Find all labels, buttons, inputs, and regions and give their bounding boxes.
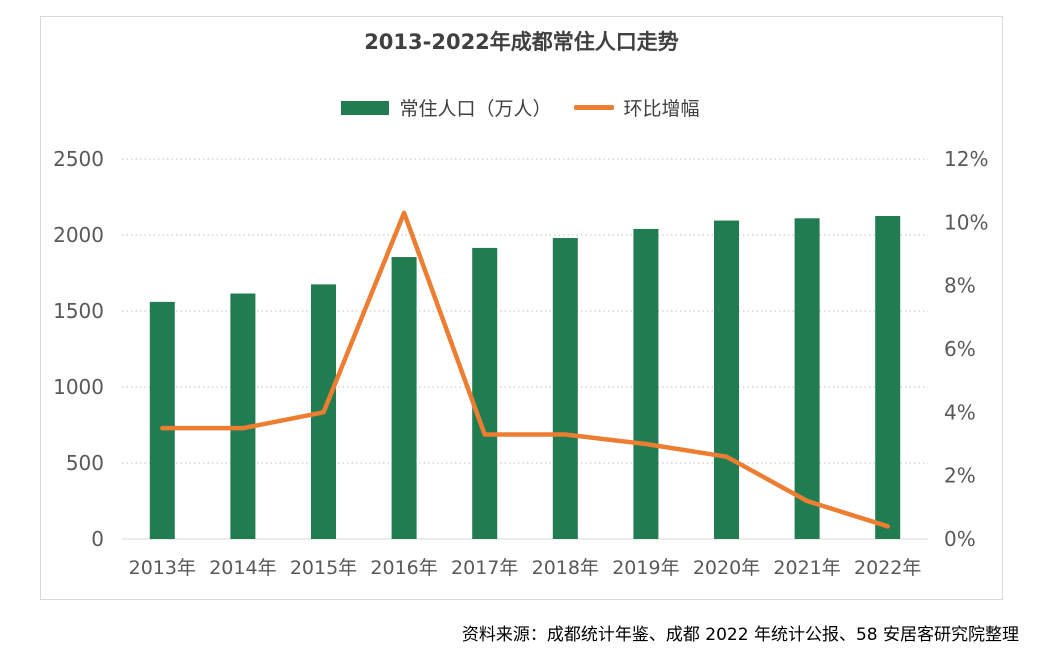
x-tick-label: 2014年 — [209, 557, 276, 579]
x-tick-label: 2017年 — [451, 557, 518, 579]
line-point — [725, 455, 728, 459]
x-tick-label: 2018年 — [532, 557, 599, 579]
legend-item-population: 常住人口（万人） — [341, 94, 552, 121]
y-right-tick-label: 12% — [944, 147, 988, 171]
x-tick-label: 2019年 — [612, 557, 679, 579]
source-note: 资料来源：成都统计年鉴、成都 2022 年统计公报、58 安居客研究院整理 — [461, 625, 1019, 645]
x-tick-label: 2016年 — [370, 557, 437, 579]
y-right-tick-label: 6% — [944, 337, 976, 361]
line-point — [160, 426, 164, 430]
y-left-tick-label: 1500 — [53, 299, 104, 323]
y-left-tick-label: 500 — [66, 451, 104, 475]
line-point — [483, 433, 487, 436]
x-tick-label: 2015年 — [290, 557, 357, 579]
legend-label-population: 常住人口（万人） — [399, 98, 552, 120]
y-right-tick-label: 2% — [944, 464, 976, 488]
bar — [230, 293, 256, 539]
x-tick-label: 2022年 — [854, 557, 921, 579]
legend-swatch-line — [573, 105, 614, 110]
bar — [794, 218, 820, 539]
x-tick-label: 2013年 — [129, 557, 196, 579]
line-point — [402, 211, 406, 215]
line-point — [886, 524, 890, 528]
chart-frame — [40, 16, 1003, 600]
y-right-tick-label: 10% — [944, 210, 988, 234]
y-left-tick-label: 2000 — [53, 223, 104, 247]
bar — [633, 228, 659, 540]
line-point — [241, 426, 245, 430]
legend-label-growth: 环比增幅 — [623, 98, 700, 120]
bar — [552, 238, 578, 540]
y-right-tick-label: 8% — [944, 274, 976, 298]
series-line-growth — [160, 210, 890, 529]
y-right-tick-label: 0% — [944, 527, 976, 551]
line-point — [805, 499, 809, 503]
y-left-tick-label: 1000 — [53, 375, 104, 399]
legend-swatch-bar — [341, 100, 390, 115]
x-tick-label: 2020年 — [693, 557, 760, 579]
line-point — [322, 410, 325, 414]
chart-legend: 常住人口（万人） 环比增幅 — [0, 94, 1041, 121]
bar — [472, 247, 498, 540]
y-left-tick-label: 0 — [91, 527, 104, 551]
bar — [391, 257, 417, 539]
chart-title: 2013-2022年成都常住人口走势 — [364, 30, 679, 54]
y-left-tick-label: 2500 — [53, 147, 104, 171]
bar — [149, 301, 175, 539]
legend-item-growth: 环比增幅 — [573, 94, 700, 121]
line-point — [644, 442, 648, 446]
y-right-tick-label: 4% — [944, 400, 976, 424]
x-tick-label: 2021年 — [773, 557, 840, 579]
bar — [714, 220, 739, 539]
line-point — [563, 433, 567, 436]
bar — [875, 216, 901, 539]
